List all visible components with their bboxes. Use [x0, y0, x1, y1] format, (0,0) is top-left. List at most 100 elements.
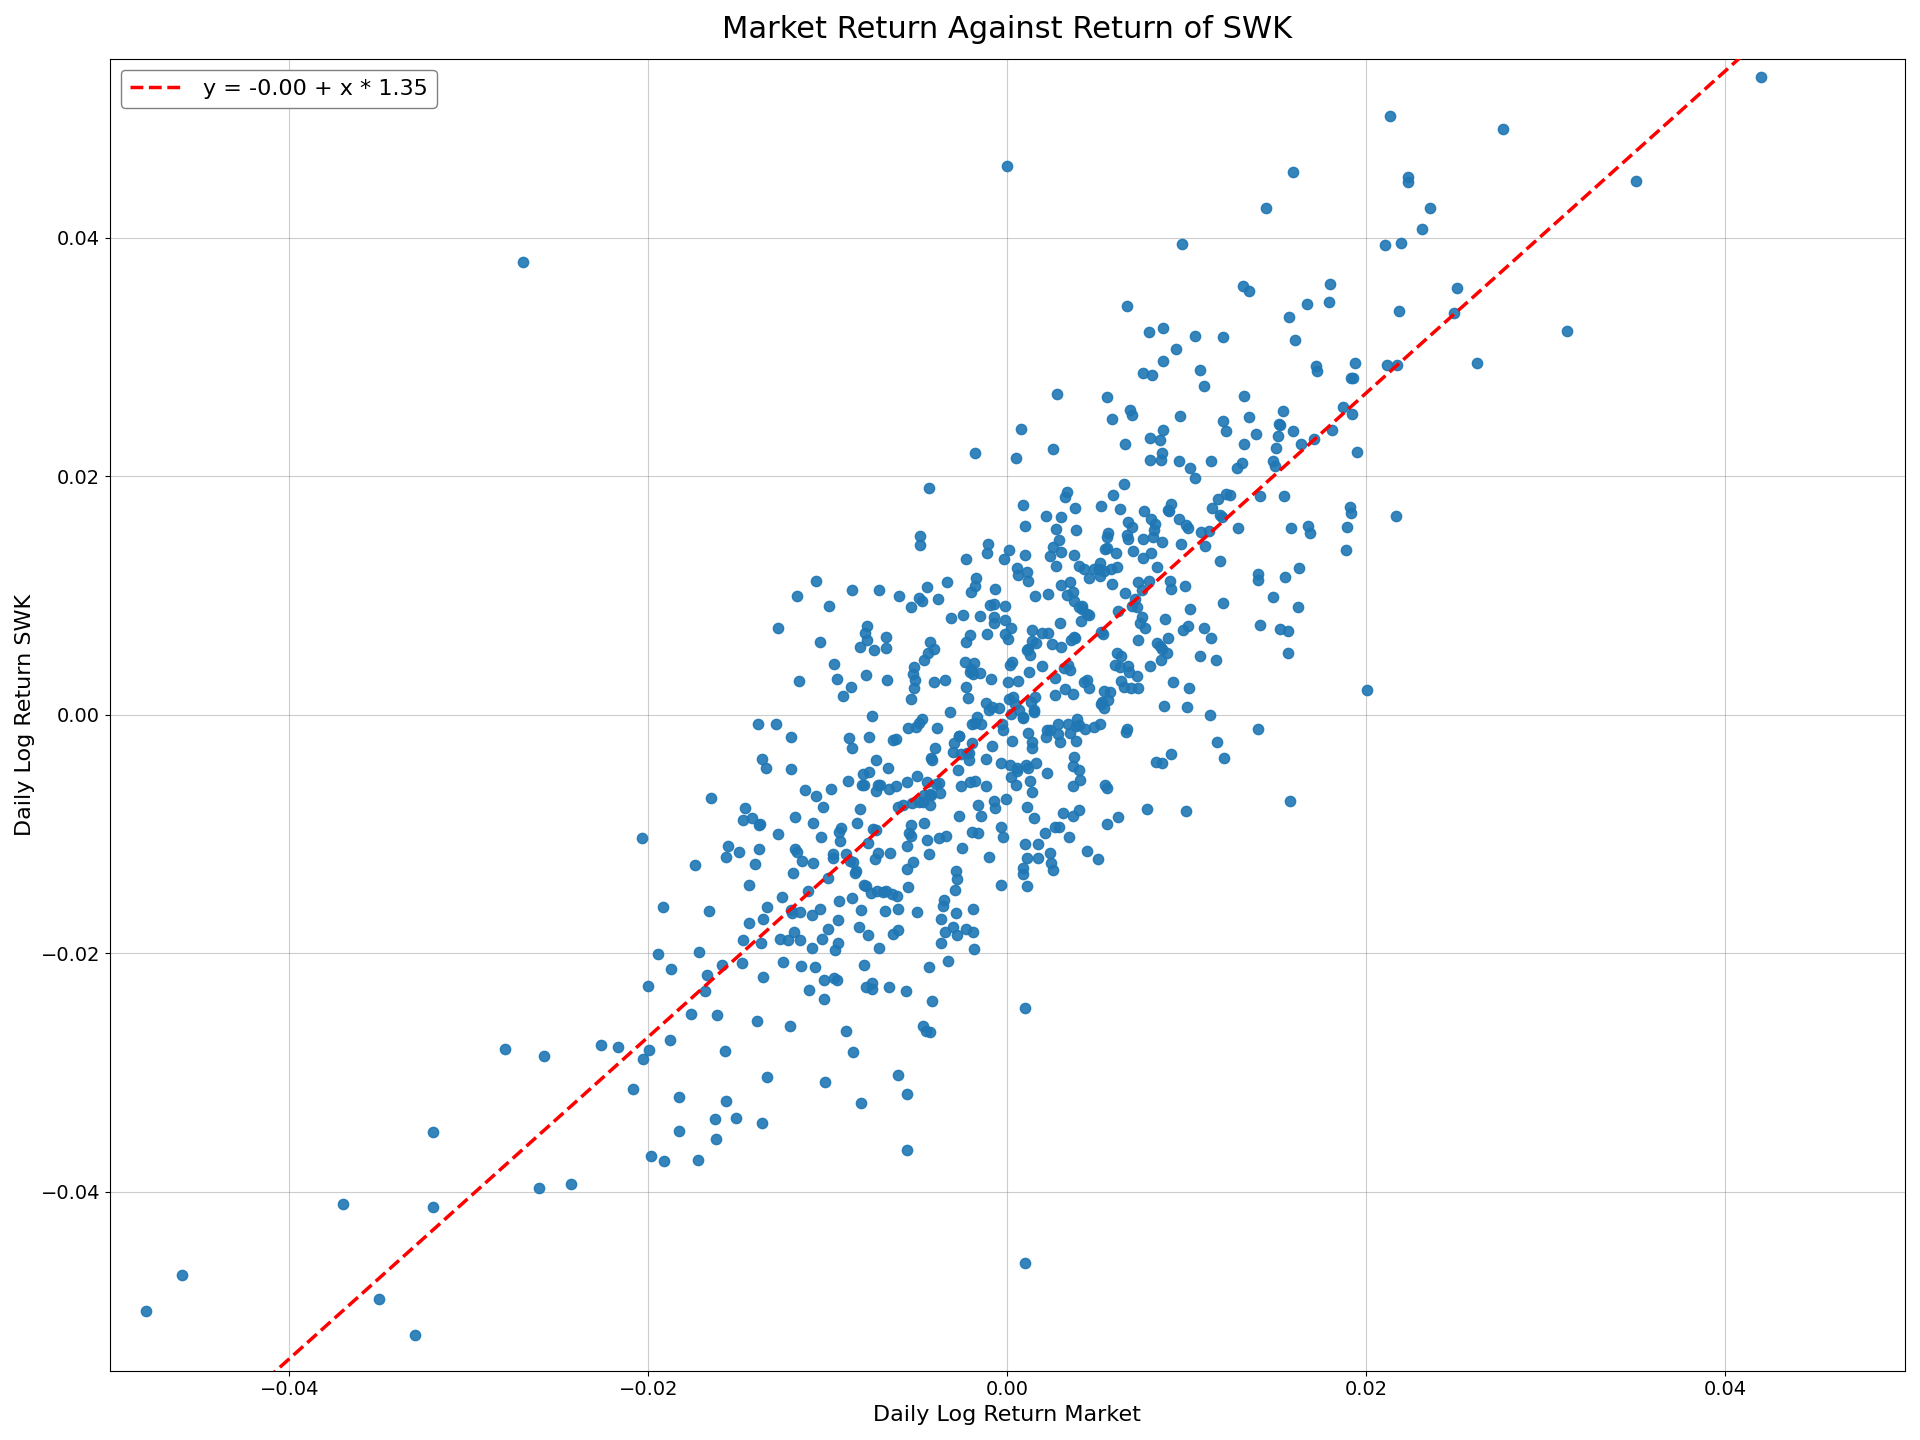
Point — [851, 874, 881, 897]
Point — [1035, 841, 1066, 864]
Point — [1041, 667, 1071, 690]
Point — [818, 842, 849, 865]
Point — [1083, 848, 1114, 871]
Point — [854, 726, 885, 749]
Point — [749, 907, 780, 930]
Point — [1002, 760, 1033, 783]
Point — [1273, 305, 1304, 328]
Point — [1194, 703, 1225, 726]
Point — [904, 524, 935, 547]
Point — [939, 732, 970, 755]
Point — [843, 811, 874, 834]
Point — [1002, 556, 1033, 579]
Point — [854, 760, 885, 783]
Point — [712, 835, 743, 858]
Point — [1260, 436, 1290, 459]
Point — [1135, 541, 1165, 564]
Point — [1162, 337, 1192, 360]
Point — [1002, 756, 1033, 779]
Point — [524, 1176, 555, 1200]
Point — [1112, 295, 1142, 318]
Point — [987, 752, 1018, 775]
Point — [989, 547, 1020, 570]
Point — [914, 477, 945, 500]
Point — [1171, 696, 1202, 719]
Point — [1119, 588, 1150, 611]
Point — [956, 732, 987, 755]
Point — [1016, 644, 1046, 667]
Point — [862, 773, 893, 796]
Point — [902, 900, 933, 923]
Point — [1620, 170, 1651, 193]
Point — [1240, 422, 1271, 445]
Point — [1089, 560, 1119, 583]
Point — [1137, 364, 1167, 387]
Point — [849, 773, 879, 796]
Point — [720, 1107, 751, 1130]
Point — [950, 651, 981, 674]
Point — [918, 636, 948, 660]
Point — [877, 922, 908, 945]
Point — [1020, 701, 1050, 724]
Point — [1129, 500, 1160, 523]
Point — [1123, 629, 1154, 652]
Point — [1000, 446, 1031, 469]
Point — [1091, 812, 1121, 835]
Point — [1020, 631, 1050, 654]
Point — [852, 831, 883, 854]
Point — [1179, 324, 1210, 347]
Point — [1068, 671, 1098, 694]
Point — [1035, 719, 1066, 742]
Point — [950, 547, 981, 570]
Point — [835, 675, 866, 698]
Point — [1135, 426, 1165, 449]
Point — [1148, 419, 1179, 442]
Point — [1265, 413, 1296, 436]
Point — [1085, 713, 1116, 736]
Point — [925, 932, 956, 955]
Point — [1006, 418, 1037, 441]
Point — [1342, 441, 1373, 464]
Point — [1392, 166, 1423, 189]
Point — [1096, 572, 1127, 595]
Legend: y = -0.00 + x * 1.35: y = -0.00 + x * 1.35 — [121, 71, 438, 108]
Point — [964, 605, 995, 628]
Point — [774, 929, 804, 952]
Point — [1144, 634, 1175, 657]
Point — [1052, 713, 1083, 736]
Point — [1052, 583, 1083, 606]
Point — [1258, 586, 1288, 609]
Point — [1215, 484, 1246, 507]
Point — [939, 878, 970, 901]
Point — [783, 670, 814, 693]
Point — [1146, 530, 1177, 553]
Point — [1127, 605, 1158, 628]
Point — [945, 742, 975, 765]
Point — [789, 779, 820, 802]
Point — [943, 724, 973, 747]
Point — [958, 920, 989, 943]
Point — [1275, 517, 1306, 540]
Point — [856, 704, 887, 727]
Point — [1085, 564, 1116, 588]
Point — [824, 821, 854, 844]
Point — [1023, 832, 1054, 855]
Point — [1171, 799, 1202, 822]
Point — [837, 850, 868, 873]
Point — [1102, 642, 1133, 665]
Point — [1043, 528, 1073, 552]
Point — [1204, 503, 1235, 526]
Point — [910, 648, 941, 671]
Point — [689, 979, 720, 1002]
Point — [1336, 501, 1367, 524]
Point — [745, 812, 776, 835]
Point — [1165, 233, 1196, 256]
Point — [781, 585, 812, 608]
Point — [1154, 500, 1185, 523]
Point — [795, 978, 826, 1001]
Point — [887, 793, 918, 816]
Point — [993, 671, 1023, 694]
Point — [743, 814, 774, 837]
Point — [845, 798, 876, 821]
Point — [891, 858, 922, 881]
